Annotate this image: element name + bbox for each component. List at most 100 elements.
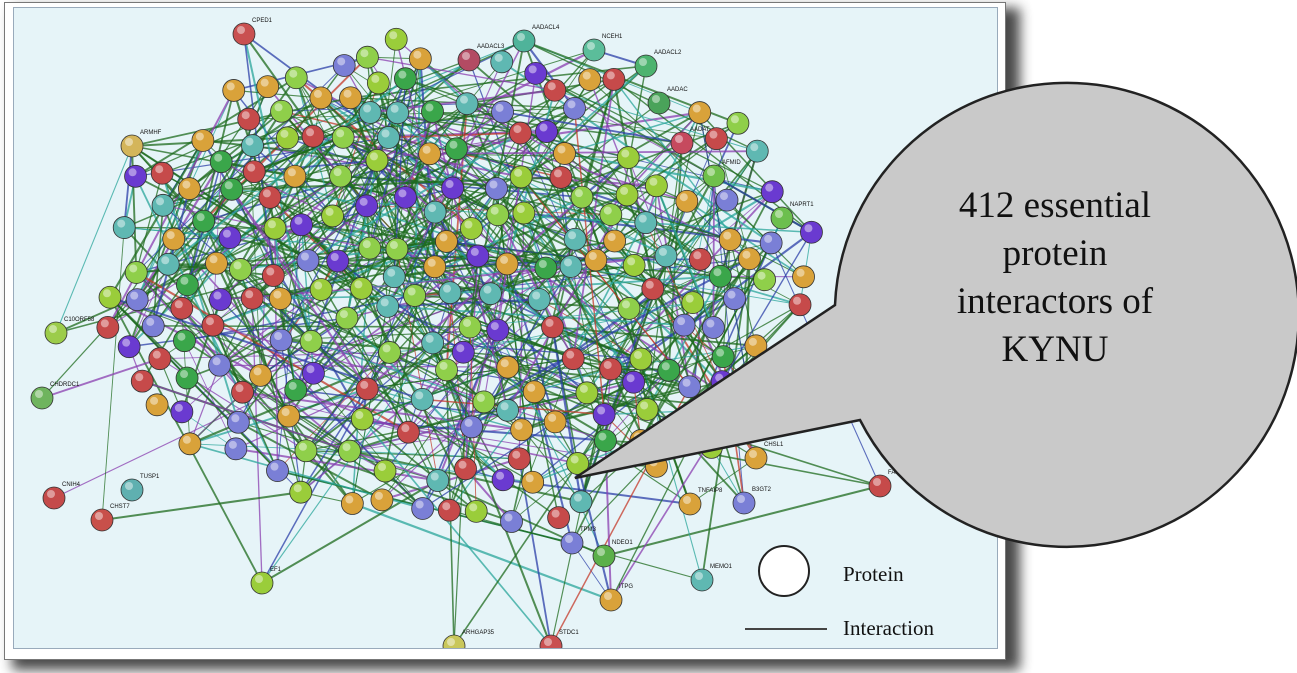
protein-node-circle	[231, 380, 254, 404]
protein-node-circle	[232, 22, 256, 46]
protein-node	[509, 165, 533, 189]
protein-node-highlight	[146, 317, 155, 326]
protein-node-highlight	[621, 149, 630, 158]
protein-node-circle	[44, 321, 68, 345]
protein-node-highlight	[469, 503, 478, 512]
interaction-edge	[212, 324, 485, 403]
protein-node-circle	[560, 531, 584, 555]
protein-node-circle	[675, 189, 699, 213]
protein-node-highlight	[333, 168, 342, 177]
protein-node-cnih4: CNIH4	[42, 482, 81, 510]
callout-line-1: 412 essential	[958, 185, 1152, 226]
protein-node-highlight	[567, 100, 576, 109]
protein-node-circle	[563, 227, 587, 251]
protein-node	[641, 277, 665, 301]
protein-node-itpg: ITPG	[599, 584, 633, 612]
protein-node-circle	[744, 446, 768, 470]
protein-node-circle	[256, 75, 280, 99]
protein-node	[445, 137, 468, 161]
protein-node-highlight	[390, 104, 399, 113]
protein-node-highlight	[360, 380, 369, 389]
protein-node	[629, 347, 653, 371]
protein-node	[276, 126, 299, 150]
protein-node-circle	[458, 315, 482, 339]
protein-node-circle	[376, 294, 400, 318]
interaction-edge	[288, 415, 424, 510]
protein-node-circle	[338, 439, 361, 463]
protein-node-circle	[349, 276, 373, 300]
protein-node-highlight	[587, 42, 595, 50]
protein-node-highlight	[470, 247, 479, 256]
protein-node-highlight	[180, 276, 189, 285]
protein-node-circle	[112, 216, 136, 239]
protein-node-highlight	[224, 181, 233, 190]
protein-node	[358, 101, 382, 124]
protein-node-label: CPED1	[252, 18, 273, 24]
protein-node-label: ARMHF	[140, 130, 162, 136]
protein-node	[486, 203, 510, 227]
protein-node-circle	[229, 258, 252, 281]
protein-node-highlight	[730, 115, 739, 124]
protein-node-highlight	[129, 264, 138, 273]
protein-node-circle	[738, 247, 761, 271]
protein-node-circle	[309, 86, 333, 110]
protein-node	[738, 247, 761, 271]
protein-node-highlight	[306, 365, 315, 374]
protein-node-highlight	[512, 450, 521, 459]
protein-node-highlight	[95, 512, 103, 520]
protein-node-circle	[509, 165, 533, 189]
protein-node-circle	[269, 328, 293, 352]
interaction-edge	[431, 342, 552, 647]
interaction-edge	[446, 103, 468, 242]
protein-node	[464, 499, 488, 523]
protein-node-circle	[535, 120, 558, 143]
protein-node-circle	[645, 454, 668, 478]
protein-node	[418, 142, 442, 166]
protein-node-circle	[208, 353, 231, 377]
protein-node-circle	[332, 54, 356, 77]
protein-node-highlight	[117, 219, 126, 228]
protein-node-highlight	[267, 220, 276, 229]
interaction-edge	[261, 479, 439, 584]
interaction-edge	[523, 40, 576, 109]
protein-node-highlight	[389, 241, 398, 250]
protein-node-circle	[678, 375, 701, 399]
protein-node-highlight	[274, 331, 283, 340]
protein-node	[329, 164, 352, 188]
protein-node-circle	[309, 278, 333, 301]
protein-node	[578, 68, 602, 92]
protein-node-highlight	[304, 333, 313, 342]
interaction-edge	[712, 175, 715, 328]
protein-node-highlight	[638, 214, 647, 223]
protein-node-highlight	[401, 424, 410, 433]
protein-node-highlight	[233, 261, 242, 270]
protein-node-circle	[277, 404, 301, 428]
protein-node-fam221a: FAM221A	[868, 470, 914, 498]
protein-node-highlight	[150, 396, 159, 405]
protein-node	[437, 498, 461, 522]
protein-node-highlight	[49, 325, 57, 333]
protein-node-highlight	[692, 104, 701, 113]
protein-node	[534, 256, 558, 280]
protein-node	[145, 393, 169, 417]
protein-node-highlight	[748, 337, 757, 346]
protein-node-circle	[261, 264, 285, 287]
protein-node	[410, 387, 434, 411]
protein-node-highlight	[873, 478, 881, 486]
interaction-edge	[405, 77, 503, 113]
protein-node-stdc1: STDC1	[539, 630, 579, 648]
protein-node-highlight	[442, 502, 451, 511]
interaction-edge	[242, 391, 409, 433]
protein-node-highlight	[539, 123, 548, 132]
interaction-edge	[272, 111, 503, 277]
interaction-edge	[369, 152, 565, 249]
protein-node-highlight	[413, 50, 422, 59]
interaction-edge	[272, 275, 504, 481]
protein-node	[617, 297, 641, 320]
protein-node	[705, 127, 728, 151]
protein-node-label: ARHGAP35	[462, 630, 495, 636]
protein-node-circle	[358, 101, 382, 124]
protein-node	[148, 347, 172, 371]
protein-node	[421, 331, 445, 355]
protein-node-circle	[700, 436, 723, 459]
